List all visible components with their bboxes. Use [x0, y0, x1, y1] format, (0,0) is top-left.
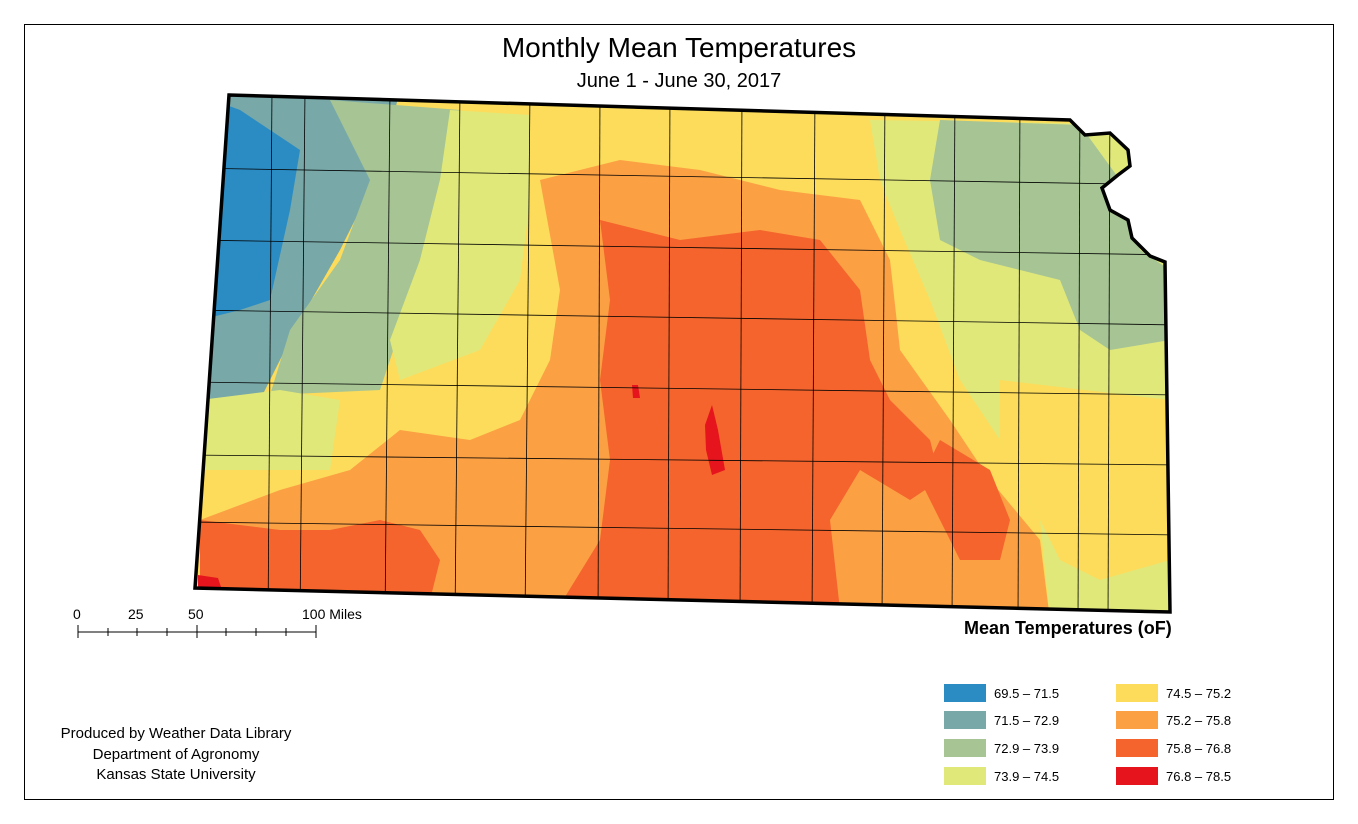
map-subtitle: June 1 - June 30, 2017	[576, 70, 782, 92]
legend-swatch	[944, 684, 986, 702]
county-line-h4	[195, 381, 1170, 396]
zone-southeast-darkorange	[920, 440, 1010, 560]
county-line-v12	[1017, 95, 1021, 612]
scale-label-0: 0	[73, 606, 81, 622]
county-line-h1	[195, 167, 1170, 186]
zone-southeast-yellow	[1000, 380, 1170, 580]
zone-core-darkorange	[560, 220, 940, 610]
credit-line-3: Kansas State University	[96, 766, 256, 783]
scale-bar	[77, 625, 317, 638]
county-line-v13	[1077, 95, 1081, 612]
legend-swatch	[944, 739, 986, 757]
county-line-v2	[299, 95, 306, 612]
zone-hotspot-central	[705, 405, 725, 475]
legend-swatch	[1116, 711, 1158, 729]
legend-swatch	[1116, 684, 1158, 702]
county-line-v1	[267, 95, 273, 612]
legend-label: 71.5 – 72.9	[994, 713, 1060, 728]
county-line-h2	[195, 239, 1170, 256]
scale-label-50: 50	[188, 606, 204, 622]
legend-label: 75.2 – 75.8	[1166, 713, 1232, 728]
zone-north-lightyellow	[390, 110, 530, 380]
scale-label-100: 100 Miles	[302, 606, 362, 622]
credit-line-1: Produced by Weather Data Library	[60, 725, 292, 742]
county-line-v8	[739, 95, 743, 612]
legend-label: 75.8 – 76.8	[1166, 741, 1232, 756]
zone-southwest-lightyellow	[200, 390, 340, 470]
legend-label: 69.5 – 71.5	[994, 686, 1060, 701]
kansas-state-outline	[193, 93, 1172, 614]
credit-line-2: Department of Agronomy	[92, 746, 260, 763]
legend-swatch	[1116, 767, 1158, 785]
county-line-v14	[1107, 95, 1111, 612]
county-line-v5	[524, 95, 531, 612]
zone-southwest-darkorange	[200, 520, 440, 600]
legend-swatch	[1116, 739, 1158, 757]
county-line-h3	[195, 309, 1170, 326]
temperature-zones	[195, 95, 1170, 612]
county-line-v6	[597, 95, 601, 612]
county-line-v10	[881, 95, 886, 612]
county-line-v3	[384, 95, 391, 612]
county-line-v9	[811, 95, 816, 612]
legend-title: Mean Temperatures (oF)	[964, 618, 1172, 638]
county-line-v7	[667, 95, 671, 612]
legend-label: 76.8 – 78.5	[1166, 769, 1232, 784]
legend-label: 73.9 – 74.5	[994, 769, 1060, 784]
zone-northwest-green	[270, 100, 460, 395]
legend-swatch	[944, 711, 986, 729]
county-line-h5	[195, 454, 1170, 466]
scale-label-25: 25	[128, 606, 144, 622]
county-boundaries	[195, 95, 1170, 612]
county-line-v4	[454, 95, 461, 612]
legend: 69.5 – 71.5 71.5 – 72.9 72.9 – 73.9 73.9…	[944, 684, 1284, 794]
legend-label: 74.5 – 75.2	[1166, 686, 1232, 701]
county-line-h6	[195, 521, 1170, 536]
zone-hotspot-southwest	[198, 575, 222, 590]
map-frame	[24, 24, 1334, 800]
county-line-v11	[951, 95, 956, 612]
legend-swatch	[944, 767, 986, 785]
map-title: Monthly Mean Temperatures	[501, 32, 857, 63]
legend-label: 72.9 – 73.9	[994, 741, 1060, 756]
